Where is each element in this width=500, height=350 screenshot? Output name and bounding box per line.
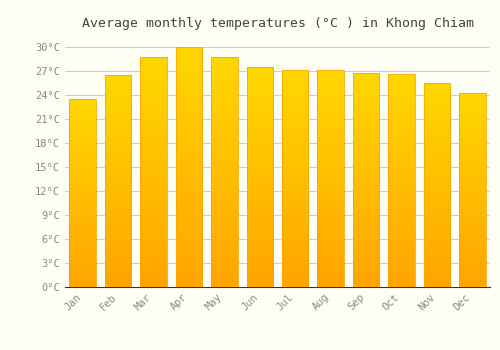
Bar (318, 70, 344, 287)
Bar (424, 83, 450, 287)
Bar (105, 75, 132, 287)
Bar (70, 99, 96, 287)
Bar (282, 70, 308, 287)
Bar (176, 47, 202, 287)
Title: Average monthly temperatures (°C ) in Khong Chiam: Average monthly temperatures (°C ) in Kh… (82, 17, 473, 30)
Bar (246, 67, 273, 287)
Bar (459, 93, 485, 287)
Bar (140, 57, 167, 287)
Bar (353, 74, 380, 287)
Bar (388, 74, 414, 287)
Bar (211, 57, 238, 287)
